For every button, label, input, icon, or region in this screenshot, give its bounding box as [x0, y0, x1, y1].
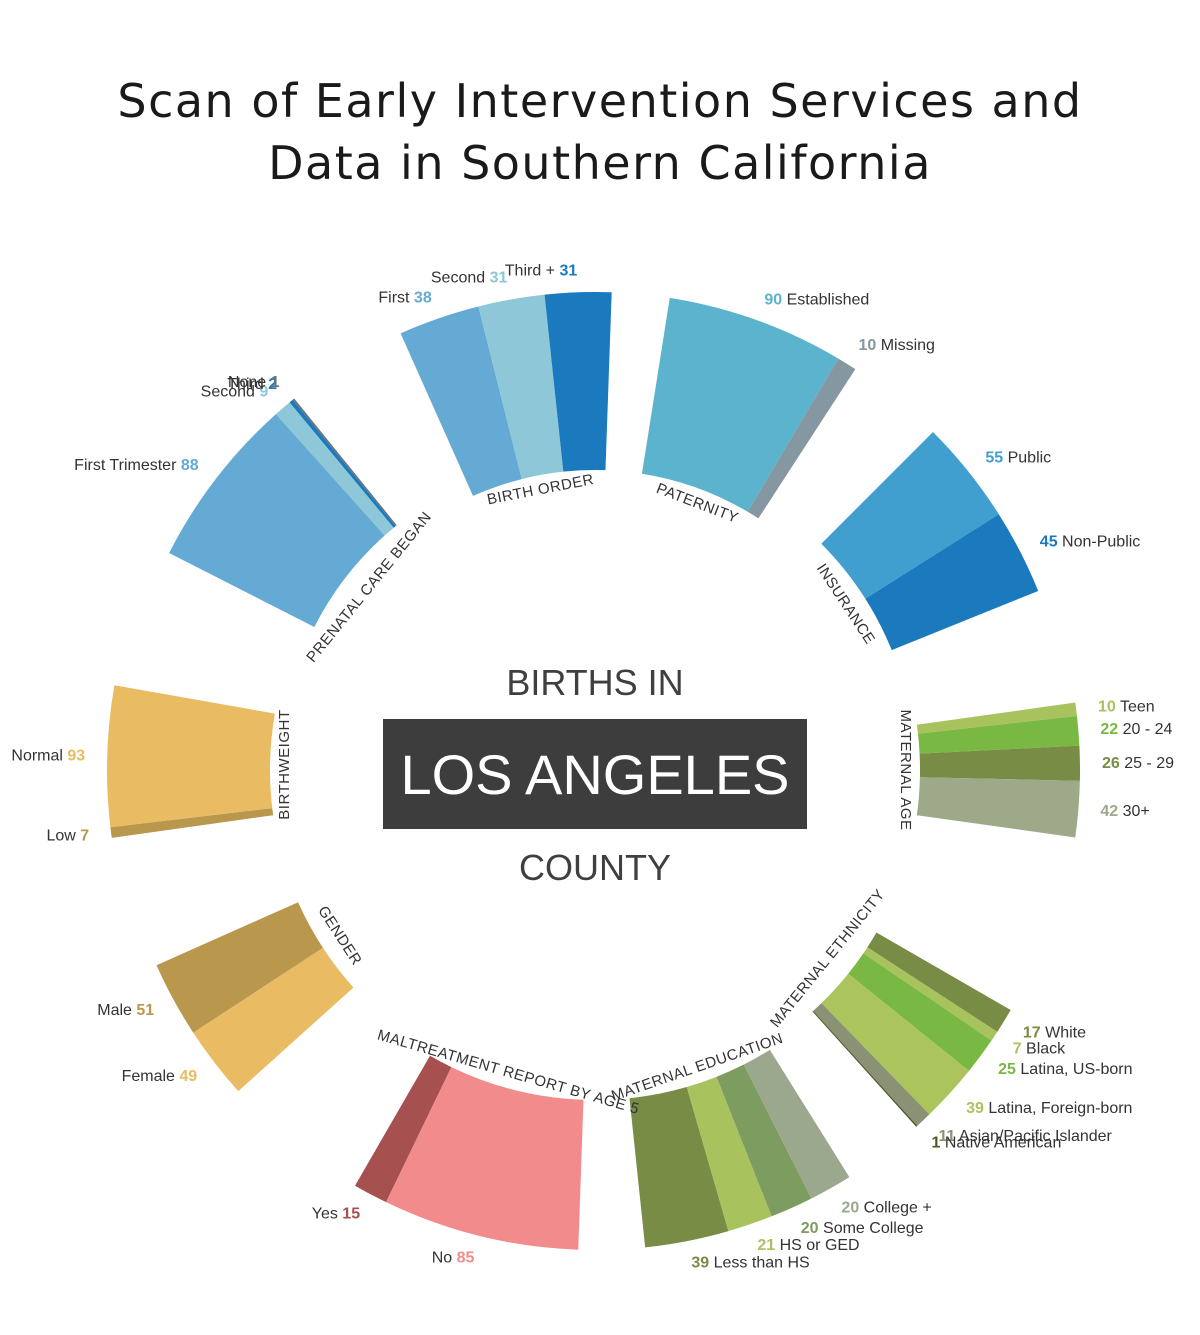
bar-segment-birthweight-normal — [107, 685, 275, 828]
bar-segment-maltreatment-report-by-age-5-yes — [355, 1055, 452, 1203]
value-label-birthweight-normal: Normal 93 — [11, 747, 85, 764]
bar-segment-maternal-ethnicity-asian-pacific-islander — [813, 1003, 930, 1126]
chart-sectors — [107, 292, 1080, 1250]
bar-segment-maternal-ethnicity-black — [863, 947, 998, 1041]
category-label-birthweight: BIRTHWEIGHT — [276, 709, 293, 819]
bar-segment-birthweight-low — [110, 808, 274, 838]
value-label-maternal-education-college: 20 College + — [841, 1199, 931, 1216]
value-label-maltreatment-report-by-age-5-yes: Yes 15 — [312, 1206, 360, 1223]
value-label-insurance-non-public: 45 Non-Public — [1040, 534, 1141, 551]
center-top-text: BIRTHS IN — [506, 662, 683, 703]
bar-segment-maternal-education-some-college — [716, 1064, 812, 1217]
value-label-maternal-ethnicity-latina-foreign-born: 39 Latina, Foreign-born — [966, 1100, 1132, 1117]
bar-segment-gender-female — [193, 947, 354, 1092]
value-label-maternal-ethnicity-native-american: 1 Native American — [931, 1135, 1061, 1152]
bar-segment-insurance-non-public — [865, 514, 1039, 651]
center-block: BIRTHS IN LOS ANGELES COUNTY — [383, 662, 807, 888]
bar-segment-prenatal-care-began-second — [275, 402, 394, 536]
title-line-1: Scan of Early Intervention Services and — [117, 74, 1083, 128]
bar-segment-maternal-ethnicity-latina-us-born — [848, 953, 992, 1071]
value-label-maternal-ethnicity-white: 17 White — [1023, 1025, 1086, 1042]
center-banner — [383, 719, 807, 829]
value-label-maternal-ethnicity-asian-pacific-islander: 11 Asian/Pacific Islander — [938, 1128, 1112, 1145]
bar-segment-maternal-education-hs-or-ged — [686, 1076, 772, 1232]
value-label-paternity-established: 90 Established — [764, 292, 869, 309]
value-label-insurance-public: 55 Public — [985, 450, 1051, 467]
value-label-maternal-ethnicity-black: 7 Black — [1013, 1040, 1066, 1057]
value-label-prenatal-care-began-second: Second 9 — [201, 384, 269, 401]
bar-segment-birth-order-third — [544, 292, 612, 472]
bar-segment-birth-order-second — [478, 294, 564, 480]
value-label-paternity-missing: 10 Missing — [858, 337, 934, 354]
bar-segment-paternity-missing — [747, 358, 856, 519]
bar-segment-maternal-age-teen — [916, 702, 1077, 734]
value-label-maternal-education-some-college: 20 Some College — [801, 1220, 924, 1237]
bar-segment-gender-male — [156, 902, 323, 1033]
category-label-maternal-age: MATERNAL AGE — [897, 709, 914, 830]
chart-title: Scan of Early Intervention Services and … — [0, 70, 1200, 194]
bar-segment-maltreatment-report-by-age-5-no — [386, 1067, 584, 1250]
value-label-prenatal-care-began-none: None 1 — [228, 374, 280, 391]
title-line-2: Data in Southern California — [268, 136, 932, 190]
bar-segment-maternal-ethnicity-latina-foreign-born — [821, 973, 969, 1115]
bar-segment-maternal-age-20-24 — [917, 715, 1080, 754]
value-label-gender-female: Female 49 — [122, 1068, 198, 1085]
value-label-birth-order-third: Third + 31 — [505, 262, 578, 279]
value-label-maternal-age-25-29: 26 25 - 29 — [1102, 755, 1174, 772]
bar-segment-maternal-education-less-than-hs — [629, 1086, 729, 1248]
value-label-maltreatment-report-by-age-5-no: No 85 — [432, 1249, 475, 1266]
value-label-birth-order-second: Second 31 — [431, 270, 508, 287]
value-label-birthweight-low: Low 7 — [46, 827, 89, 844]
value-label-birth-order-first: First 38 — [378, 289, 431, 306]
bar-segment-maternal-education-college — [743, 1049, 850, 1199]
bar-segment-paternity-established — [641, 297, 839, 512]
value-label-maternal-age-30: 42 30+ — [1100, 803, 1149, 820]
bar-segment-maternal-ethnicity-native-american — [812, 1010, 918, 1127]
value-label-maternal-age-teen: 10 Teen — [1098, 698, 1155, 715]
bar-segment-maternal-ethnicity-white — [867, 932, 1011, 1032]
center-banner-text: LOS ANGELES — [400, 743, 789, 806]
bar-segment-prenatal-care-began-first-trimester — [169, 414, 385, 627]
value-label-maternal-age-20-24: 22 20 - 24 — [1100, 721, 1172, 738]
value-label-maternal-ethnicity-latina-us-born: 25 Latina, US-born — [998, 1061, 1132, 1078]
value-label-gender-male: Male 51 — [97, 1002, 154, 1019]
value-label-prenatal-care-began-first-trimester: First Trimester 88 — [74, 457, 199, 474]
center-bottom-text: COUNTY — [519, 847, 671, 888]
bar-segment-prenatal-care-began-none — [292, 398, 397, 527]
value-label-prenatal-care-began-third: Third 2 — [227, 376, 277, 393]
bar-segment-birth-order-first — [400, 306, 522, 496]
bar-segment-insurance-public — [821, 432, 999, 599]
value-label-maternal-education-less-than-hs: 39 Less than HS — [691, 1255, 809, 1272]
value-label-maternal-education-hs-or-ged: 21 HS or GED — [757, 1237, 859, 1254]
bar-segment-maternal-age-30 — [916, 777, 1080, 838]
bar-segment-maternal-age-25-29 — [919, 745, 1080, 781]
bar-segment-prenatal-care-began-third — [289, 399, 396, 528]
